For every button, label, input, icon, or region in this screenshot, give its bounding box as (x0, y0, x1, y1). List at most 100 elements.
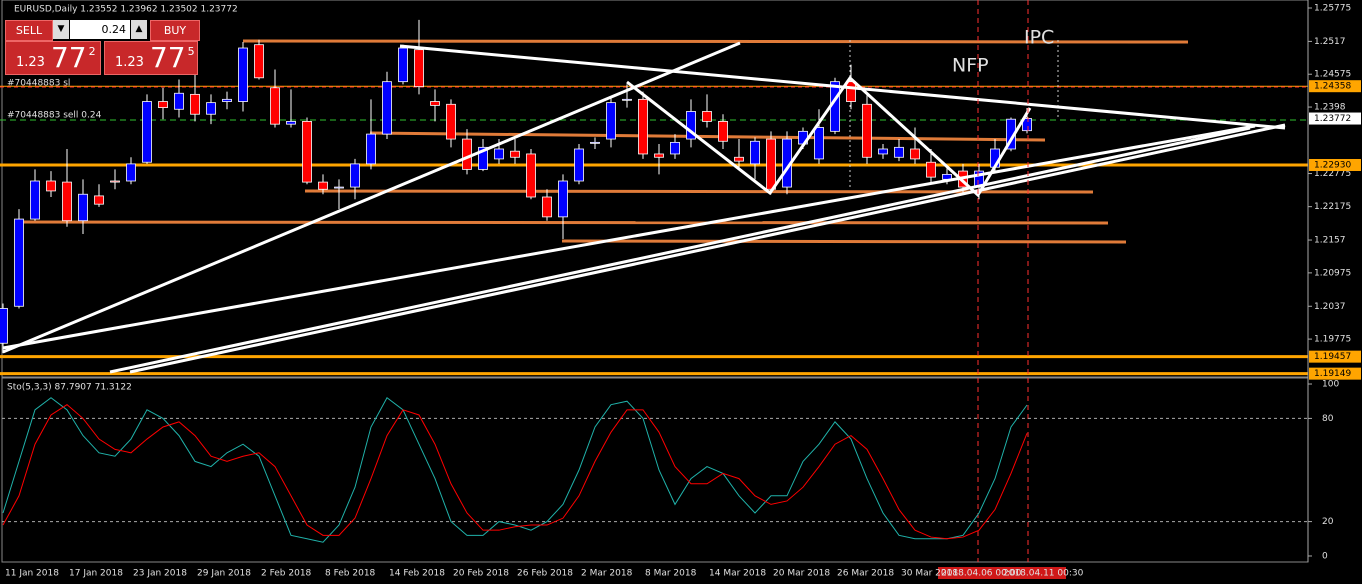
candle-body (526, 153, 536, 198)
zigzag (626, 75, 1032, 198)
ipc-label: IPC (1024, 27, 1054, 49)
x-tick-label: 8 Feb 2018 (325, 569, 376, 579)
x-tick-label: 2 Feb 2018 (261, 569, 312, 579)
candle-body (446, 103, 456, 140)
stoch-panel (1, 377, 1309, 563)
candle-body (590, 141, 600, 144)
candle-body (46, 180, 56, 192)
lot-input[interactable]: 0.24 (70, 20, 130, 39)
candle-body (206, 102, 216, 115)
lot-down[interactable]: ▼ (53, 20, 69, 39)
y-tick-label: 1.2037 (1314, 302, 1346, 312)
candle-body (670, 141, 680, 155)
candle-body (814, 127, 824, 160)
candle-body (62, 181, 72, 222)
y-tick-label: 0 (1322, 551, 1328, 561)
trendlines (2, 41, 1286, 374)
x-tick-label: 14 Feb 2018 (389, 569, 445, 579)
price-axis: 1.25775 1.2517 1.24575 1.2398 1.22775 1.22175… (1308, 4, 1361, 561)
candle-body (542, 196, 552, 218)
candle-body (94, 195, 104, 205)
level-label-bg (1309, 367, 1361, 380)
candle-body (638, 98, 648, 155)
candle-body (654, 153, 664, 158)
candle-body (574, 148, 584, 182)
candle-body (510, 150, 520, 158)
candle-body (0, 308, 8, 344)
current-price-bg (1309, 112, 1361, 125)
candle-body (846, 81, 856, 102)
y-tick-label: 1.2517 (1314, 37, 1346, 47)
y-tick-label: 100 (1322, 380, 1339, 390)
buy-price[interactable]: 1.23 77 5 (104, 41, 198, 75)
candle-body (686, 111, 696, 140)
x-tick-label: 23 Jan 2018 (133, 569, 187, 579)
buy-button[interactable]: BUY (150, 20, 200, 41)
level-label: 1.19457 (1314, 352, 1351, 362)
segment (561, 239, 1127, 244)
candle-body (382, 81, 392, 135)
candle-body (78, 193, 88, 222)
lot-up[interactable]: ▲ (131, 20, 147, 39)
candle-body (270, 87, 280, 125)
candle-body (606, 102, 616, 140)
candle-body (238, 47, 248, 102)
candle-body (750, 140, 760, 165)
price-sup: 5 (187, 45, 195, 58)
order-label: #70448883 sell 0.24 (7, 111, 102, 121)
candle-body (366, 133, 376, 165)
y-tick-label: 1.20975 (1314, 268, 1351, 278)
candle-body (142, 101, 152, 163)
candle-body (350, 163, 360, 188)
candle-body (158, 101, 168, 109)
sell-price[interactable]: 1.23 77 2 (5, 41, 101, 75)
candle-body (110, 180, 120, 183)
candle-body (222, 98, 232, 102)
current-price: 1.23772 (1314, 114, 1351, 124)
sell-button[interactable]: SELL (5, 20, 53, 41)
segment (242, 39, 1189, 44)
candle-body (894, 146, 904, 158)
candle-body (126, 163, 136, 182)
time-lines (977, 0, 1029, 562)
candle-body (734, 156, 744, 162)
trendline (109, 126, 1251, 374)
time-label-bg (938, 567, 1000, 579)
candle-body (334, 186, 344, 189)
candle-body (1022, 118, 1032, 132)
candle-body (302, 121, 312, 183)
level-label: 1.22930 (1314, 160, 1351, 170)
symbol-title: EURUSD,Daily 1.23552 1.23962 1.23502 1.2… (14, 5, 238, 15)
price-sup: 2 (88, 45, 96, 58)
y-tick-label: 1.2398 (1314, 103, 1346, 113)
trendline (129, 123, 1286, 374)
level-label-bg (1309, 350, 1361, 363)
candle-body (414, 49, 424, 88)
level-label: 1.19149 (1314, 369, 1351, 379)
sl-label: #70448883 sl (7, 79, 70, 89)
segment (369, 131, 1046, 142)
candle-body (174, 92, 184, 110)
y-tick-label: 20 (1322, 517, 1334, 527)
trendline (2, 124, 1256, 350)
y-tick-label: 1.22175 (1314, 202, 1351, 212)
time-label-bg (1000, 567, 1066, 579)
candle-body (30, 180, 40, 220)
candle-body (190, 93, 200, 115)
price-big: 1.23 (16, 55, 45, 70)
level-label: 1.24358 (1314, 82, 1351, 92)
levels (0, 85, 1308, 376)
candle-body (254, 44, 264, 79)
y-tick-label: 1.22775 (1314, 169, 1351, 179)
trendline (2, 41, 741, 354)
date-axis: 11 Jan 2018 17 Jan 2018 23 Jan 2018 29 Jan … (5, 569, 958, 579)
candle-body (878, 148, 888, 155)
x-tick-label: 29 Jan 2018 (197, 569, 251, 579)
price-big: 1.23 (115, 55, 144, 70)
x-tick-label: 2 Mar 2018 (581, 569, 633, 579)
candle-body (14, 218, 24, 307)
candle-body (430, 101, 440, 106)
candle-body (318, 181, 328, 190)
candle-body (462, 138, 472, 170)
